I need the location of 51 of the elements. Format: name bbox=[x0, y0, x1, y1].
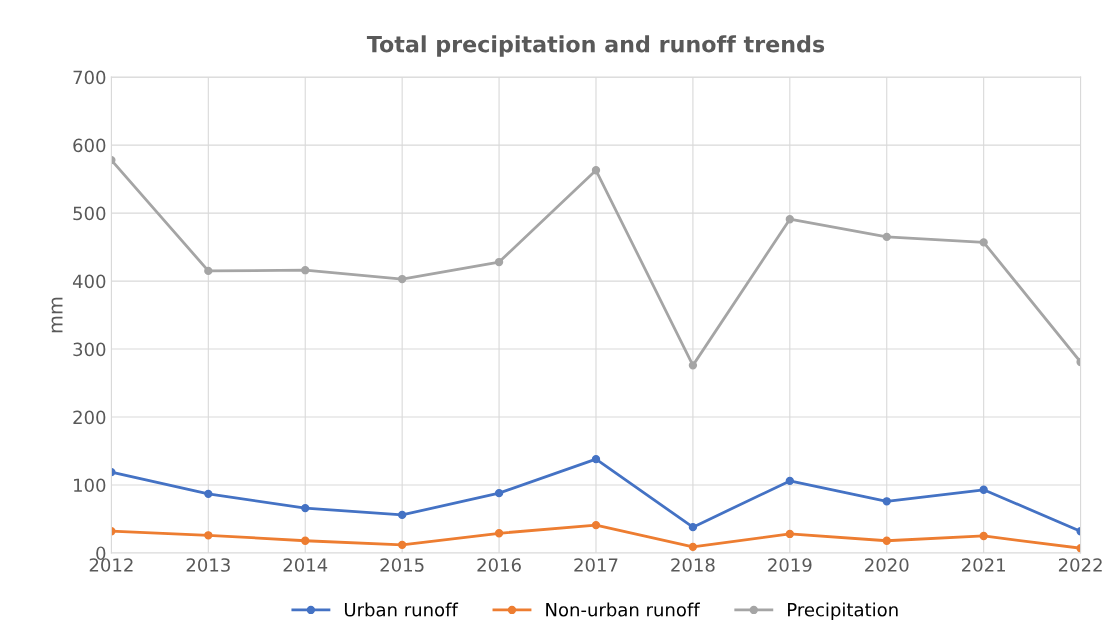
legend-label: Non-urban runoff bbox=[546, 602, 700, 617]
point bbox=[397, 540, 407, 549]
point bbox=[785, 529, 794, 539]
point bbox=[397, 274, 407, 284]
point bbox=[785, 215, 794, 224]
x-tick-label: 2021 bbox=[962, 558, 1005, 572]
point bbox=[688, 522, 698, 532]
point bbox=[591, 520, 601, 530]
point bbox=[979, 238, 988, 247]
x-tick-label: 2017 bbox=[574, 558, 618, 572]
point bbox=[591, 166, 601, 175]
x-tick-label: 2014 bbox=[283, 558, 328, 572]
y-axis-title: mm bbox=[51, 297, 63, 333]
point bbox=[204, 489, 213, 499]
point bbox=[979, 531, 988, 541]
x-tick-label: 2012 bbox=[89, 558, 133, 572]
point bbox=[301, 266, 310, 275]
point bbox=[979, 485, 988, 494]
y-tick-label: 700 bbox=[73, 70, 106, 85]
point bbox=[494, 529, 504, 538]
point bbox=[688, 361, 698, 370]
y-tick-label: 100 bbox=[74, 478, 106, 493]
y-tick-label: 600 bbox=[73, 138, 106, 153]
point bbox=[785, 476, 794, 486]
point bbox=[591, 455, 601, 464]
point bbox=[882, 232, 891, 242]
x-tick-label: 2019 bbox=[768, 558, 812, 572]
x-tick-label: 2013 bbox=[186, 558, 230, 572]
y-tick-label: 400 bbox=[72, 274, 106, 289]
x-tick-label: 2022 bbox=[1058, 558, 1102, 572]
legend-label: Urban runoff bbox=[344, 602, 459, 617]
point bbox=[301, 503, 310, 513]
y-tick-label: 0 bbox=[96, 546, 106, 561]
x-tick-label: 2018 bbox=[671, 558, 715, 572]
point bbox=[397, 510, 407, 520]
point bbox=[494, 257, 504, 267]
y-tick-label: 200 bbox=[73, 410, 106, 425]
point bbox=[882, 497, 891, 506]
point bbox=[494, 488, 504, 498]
chart-title: Total precipitation and runoff trends bbox=[366, 35, 825, 57]
point bbox=[204, 531, 213, 540]
y-tick-label: 500 bbox=[73, 206, 106, 221]
point bbox=[882, 536, 891, 545]
x-tick-label: 2020 bbox=[865, 558, 909, 572]
y-tick-label: 300 bbox=[73, 342, 106, 357]
x-tick-label: 2016 bbox=[477, 558, 521, 572]
point bbox=[301, 536, 310, 545]
point bbox=[204, 266, 213, 276]
point bbox=[688, 542, 698, 552]
legend-label: Precipitation bbox=[788, 602, 898, 621]
x-tick-label: 2015 bbox=[380, 558, 424, 572]
